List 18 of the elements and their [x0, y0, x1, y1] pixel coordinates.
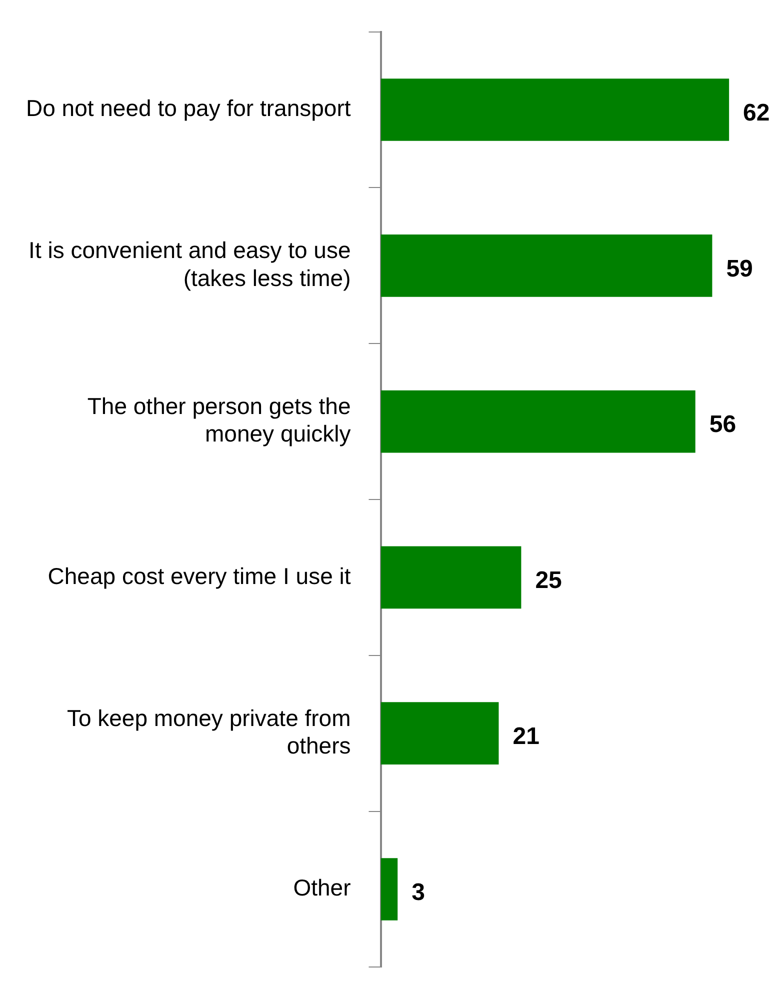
- bar: [380, 234, 712, 297]
- data-label: 3: [412, 878, 425, 906]
- bar: [380, 390, 696, 453]
- bar: [380, 858, 398, 920]
- bar: [380, 702, 499, 765]
- y-tick-label: Do not need to pay for transport: [26, 95, 352, 122]
- y-tick-label: It is convenient and easy to use (takes less time): [28, 237, 351, 291]
- y-tick-label: Cheap cost every time I use it: [48, 562, 352, 589]
- y-tick-label: To keep money private from others: [66, 704, 351, 758]
- data-label: 21: [512, 722, 540, 750]
- bar: [380, 546, 522, 609]
- data-label: 62: [743, 99, 770, 126]
- data-label: 59: [726, 255, 753, 282]
- bar: [380, 78, 730, 141]
- y-tick-label: The other person gets the money quickly: [87, 393, 352, 447]
- y-tick-label: Other: [293, 874, 352, 901]
- data-label: 56: [709, 411, 736, 438]
- data-label: 25: [535, 567, 562, 594]
